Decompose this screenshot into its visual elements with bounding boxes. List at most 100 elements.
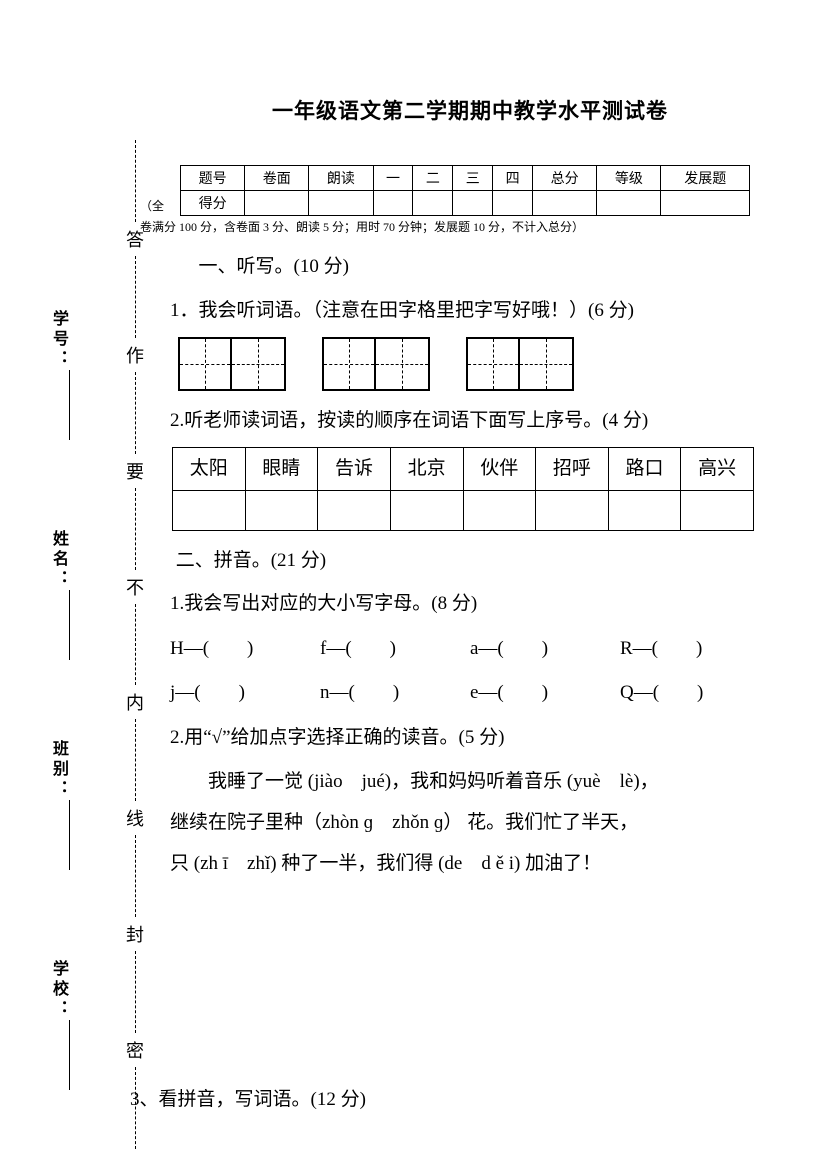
row-label: 得分 <box>181 191 245 216</box>
word-cell: 告诉 <box>318 447 391 490</box>
underline <box>69 1020 70 1090</box>
word-row: 太阳 眼睛 告诉 北京 伙伴 招呼 路口 高兴 <box>173 447 754 490</box>
answer-cell <box>245 490 318 530</box>
word-cell: 招呼 <box>536 447 609 490</box>
word-cell: 北京 <box>390 447 463 490</box>
cell <box>493 191 533 216</box>
passage-line: 继续在院子里种（zhòn ɡ zhǒn ɡ） 花。我们忙了半天， <box>170 803 770 844</box>
answer-cell <box>681 490 754 530</box>
dash-seg <box>135 719 136 801</box>
seal-char: 线 <box>126 805 144 831</box>
text-banbie: 班别： <box>50 740 67 800</box>
score-value-row: 得分 <box>181 191 750 216</box>
word-order-table: 太阳 眼睛 告诉 北京 伙伴 招呼 路口 高兴 <box>172 447 754 531</box>
label-xuexiao: 学校： <box>46 960 70 1090</box>
answer-cell <box>390 490 463 530</box>
tianzige-cell <box>376 337 430 391</box>
letter-item: f—( ) <box>320 628 470 670</box>
tianzige-cell <box>232 337 286 391</box>
cell <box>597 191 661 216</box>
col-grade: 等级 <box>597 166 661 191</box>
dash-seg <box>135 604 136 686</box>
tianzige-cell <box>466 337 520 391</box>
cell <box>533 191 597 216</box>
page-root: 学号： 姓名： 班别： 学校： 答 作 要 不 内 线 封 密 <box>0 0 826 1169</box>
seal-column: 答 作 要 不 内 线 封 密 <box>126 130 144 1169</box>
answer-cell <box>318 490 391 530</box>
section-2: 二、拼音。(21 分) 1.我会写出对应的大小写字母。(8 分) H—( ) f… <box>170 541 770 885</box>
col-juanmian: 卷面 <box>245 166 309 191</box>
col-total: 总分 <box>533 166 597 191</box>
tianzige-cell <box>178 337 232 391</box>
sec3-heading: 3、看拼音，写词语。(12 分) <box>130 1084 366 1111</box>
cell <box>373 191 413 216</box>
text-xingming: 姓名： <box>50 530 67 590</box>
seal-char: 封 <box>126 921 144 947</box>
passage-line: 只 (zh ī zhǐ) 种了一半，我们得 (de d ě i) 加油了！ <box>170 844 770 885</box>
col-langdu: 朗读 <box>309 166 373 191</box>
score-table-wrap: （全 题号 卷面 朗读 一 二 三 四 总分 等级 发展题 得分 <box>170 165 770 216</box>
cell <box>413 191 453 216</box>
answer-row <box>173 490 754 530</box>
col-tihao: 题号 <box>181 166 245 191</box>
word-cell: 路口 <box>608 447 681 490</box>
col-dev: 发展题 <box>661 166 750 191</box>
underline <box>69 800 70 870</box>
letter-item: n—( ) <box>320 672 470 714</box>
passage-line: 我睡了一觉 (jiào jué)，我和妈妈听着音乐 (yuè lè)， <box>170 762 770 803</box>
seal-char: 密 <box>126 1037 144 1063</box>
answer-cell <box>536 490 609 530</box>
word-cell: 伙伴 <box>463 447 536 490</box>
tianzige-pair <box>322 337 430 391</box>
text-xuehao: 学号： <box>50 310 67 370</box>
score-table: 题号 卷面 朗读 一 二 三 四 总分 等级 发展题 得分 <box>180 165 750 216</box>
seal-char: 内 <box>126 689 144 715</box>
score-prefix-note: （全 <box>140 197 164 214</box>
cell <box>309 191 373 216</box>
text-xuexiao: 学校： <box>50 960 67 1020</box>
sec2-heading: 二、拼音。(21 分) <box>170 541 770 581</box>
answer-cell <box>173 490 246 530</box>
label-xuehao: 学号： <box>46 310 70 440</box>
letter-item: H—( ) <box>170 628 320 670</box>
sec2-q2: 2.用“√”给加点字选择正确的读音。(5 分) <box>170 718 770 758</box>
answer-cell <box>608 490 681 530</box>
col-4: 四 <box>493 166 533 191</box>
sec2-passage: 我睡了一觉 (jiào jué)，我和妈妈听着音乐 (yuè lè)， 继续在院… <box>170 762 770 885</box>
dash-seg <box>135 835 136 917</box>
tianzige-cell <box>322 337 376 391</box>
col-2: 二 <box>413 166 453 191</box>
seal-char: 不 <box>126 574 144 600</box>
underline <box>69 370 70 440</box>
page-title: 一年级语文第二学期期中教学水平测试卷 <box>170 95 770 125</box>
sec1-heading: 一、听写。(10 分) <box>170 247 770 287</box>
letter-item: j—( ) <box>170 672 320 714</box>
dash-seg <box>135 372 136 454</box>
word-cell: 眼睛 <box>245 447 318 490</box>
letter-row-1: H—( ) f—( ) a—( ) R—( ) <box>170 628 770 670</box>
word-cell: 太阳 <box>173 447 246 490</box>
score-note: 卷满分 100 分，含卷面 3 分、朗读 5 分；用时 70 分钟；发展题 10… <box>140 218 770 235</box>
section-1: 一、听写。(10 分) 1．我会听词语。（注意在田字格里把字写好哦！）(6 分)… <box>170 247 770 531</box>
cell <box>453 191 493 216</box>
letter-item: Q—( ) <box>620 672 770 714</box>
letter-item: e—( ) <box>470 672 620 714</box>
label-banbie: 班别： <box>46 740 70 870</box>
word-cell: 高兴 <box>681 447 754 490</box>
dash-seg <box>135 951 136 1033</box>
sec2-q1: 1.我会写出对应的大小写字母。(8 分) <box>170 584 770 624</box>
score-header-row: 题号 卷面 朗读 一 二 三 四 总分 等级 发展题 <box>181 166 750 191</box>
binding-strip: 答 作 要 不 内 线 封 密 <box>78 0 148 1169</box>
content-area: 一年级语文第二学期期中教学水平测试卷 （全 题号 卷面 朗读 一 二 三 四 总… <box>170 95 770 884</box>
letter-row-2: j—( ) n—( ) e—( ) Q—( ) <box>170 672 770 714</box>
cell <box>245 191 309 216</box>
dash-seg <box>135 140 136 222</box>
sec1-q1: 1．我会听词语。（注意在田字格里把字写好哦！）(6 分) <box>170 291 770 331</box>
tianzige-pair <box>466 337 574 391</box>
seal-char: 作 <box>126 342 144 368</box>
underline <box>69 590 70 660</box>
dash-seg <box>135 488 136 570</box>
sec1-q2: 2.听老师读词语，按读的顺序在词语下面写上序号。(4 分) <box>170 401 770 441</box>
tianzige-pair <box>178 337 286 391</box>
cell <box>661 191 750 216</box>
